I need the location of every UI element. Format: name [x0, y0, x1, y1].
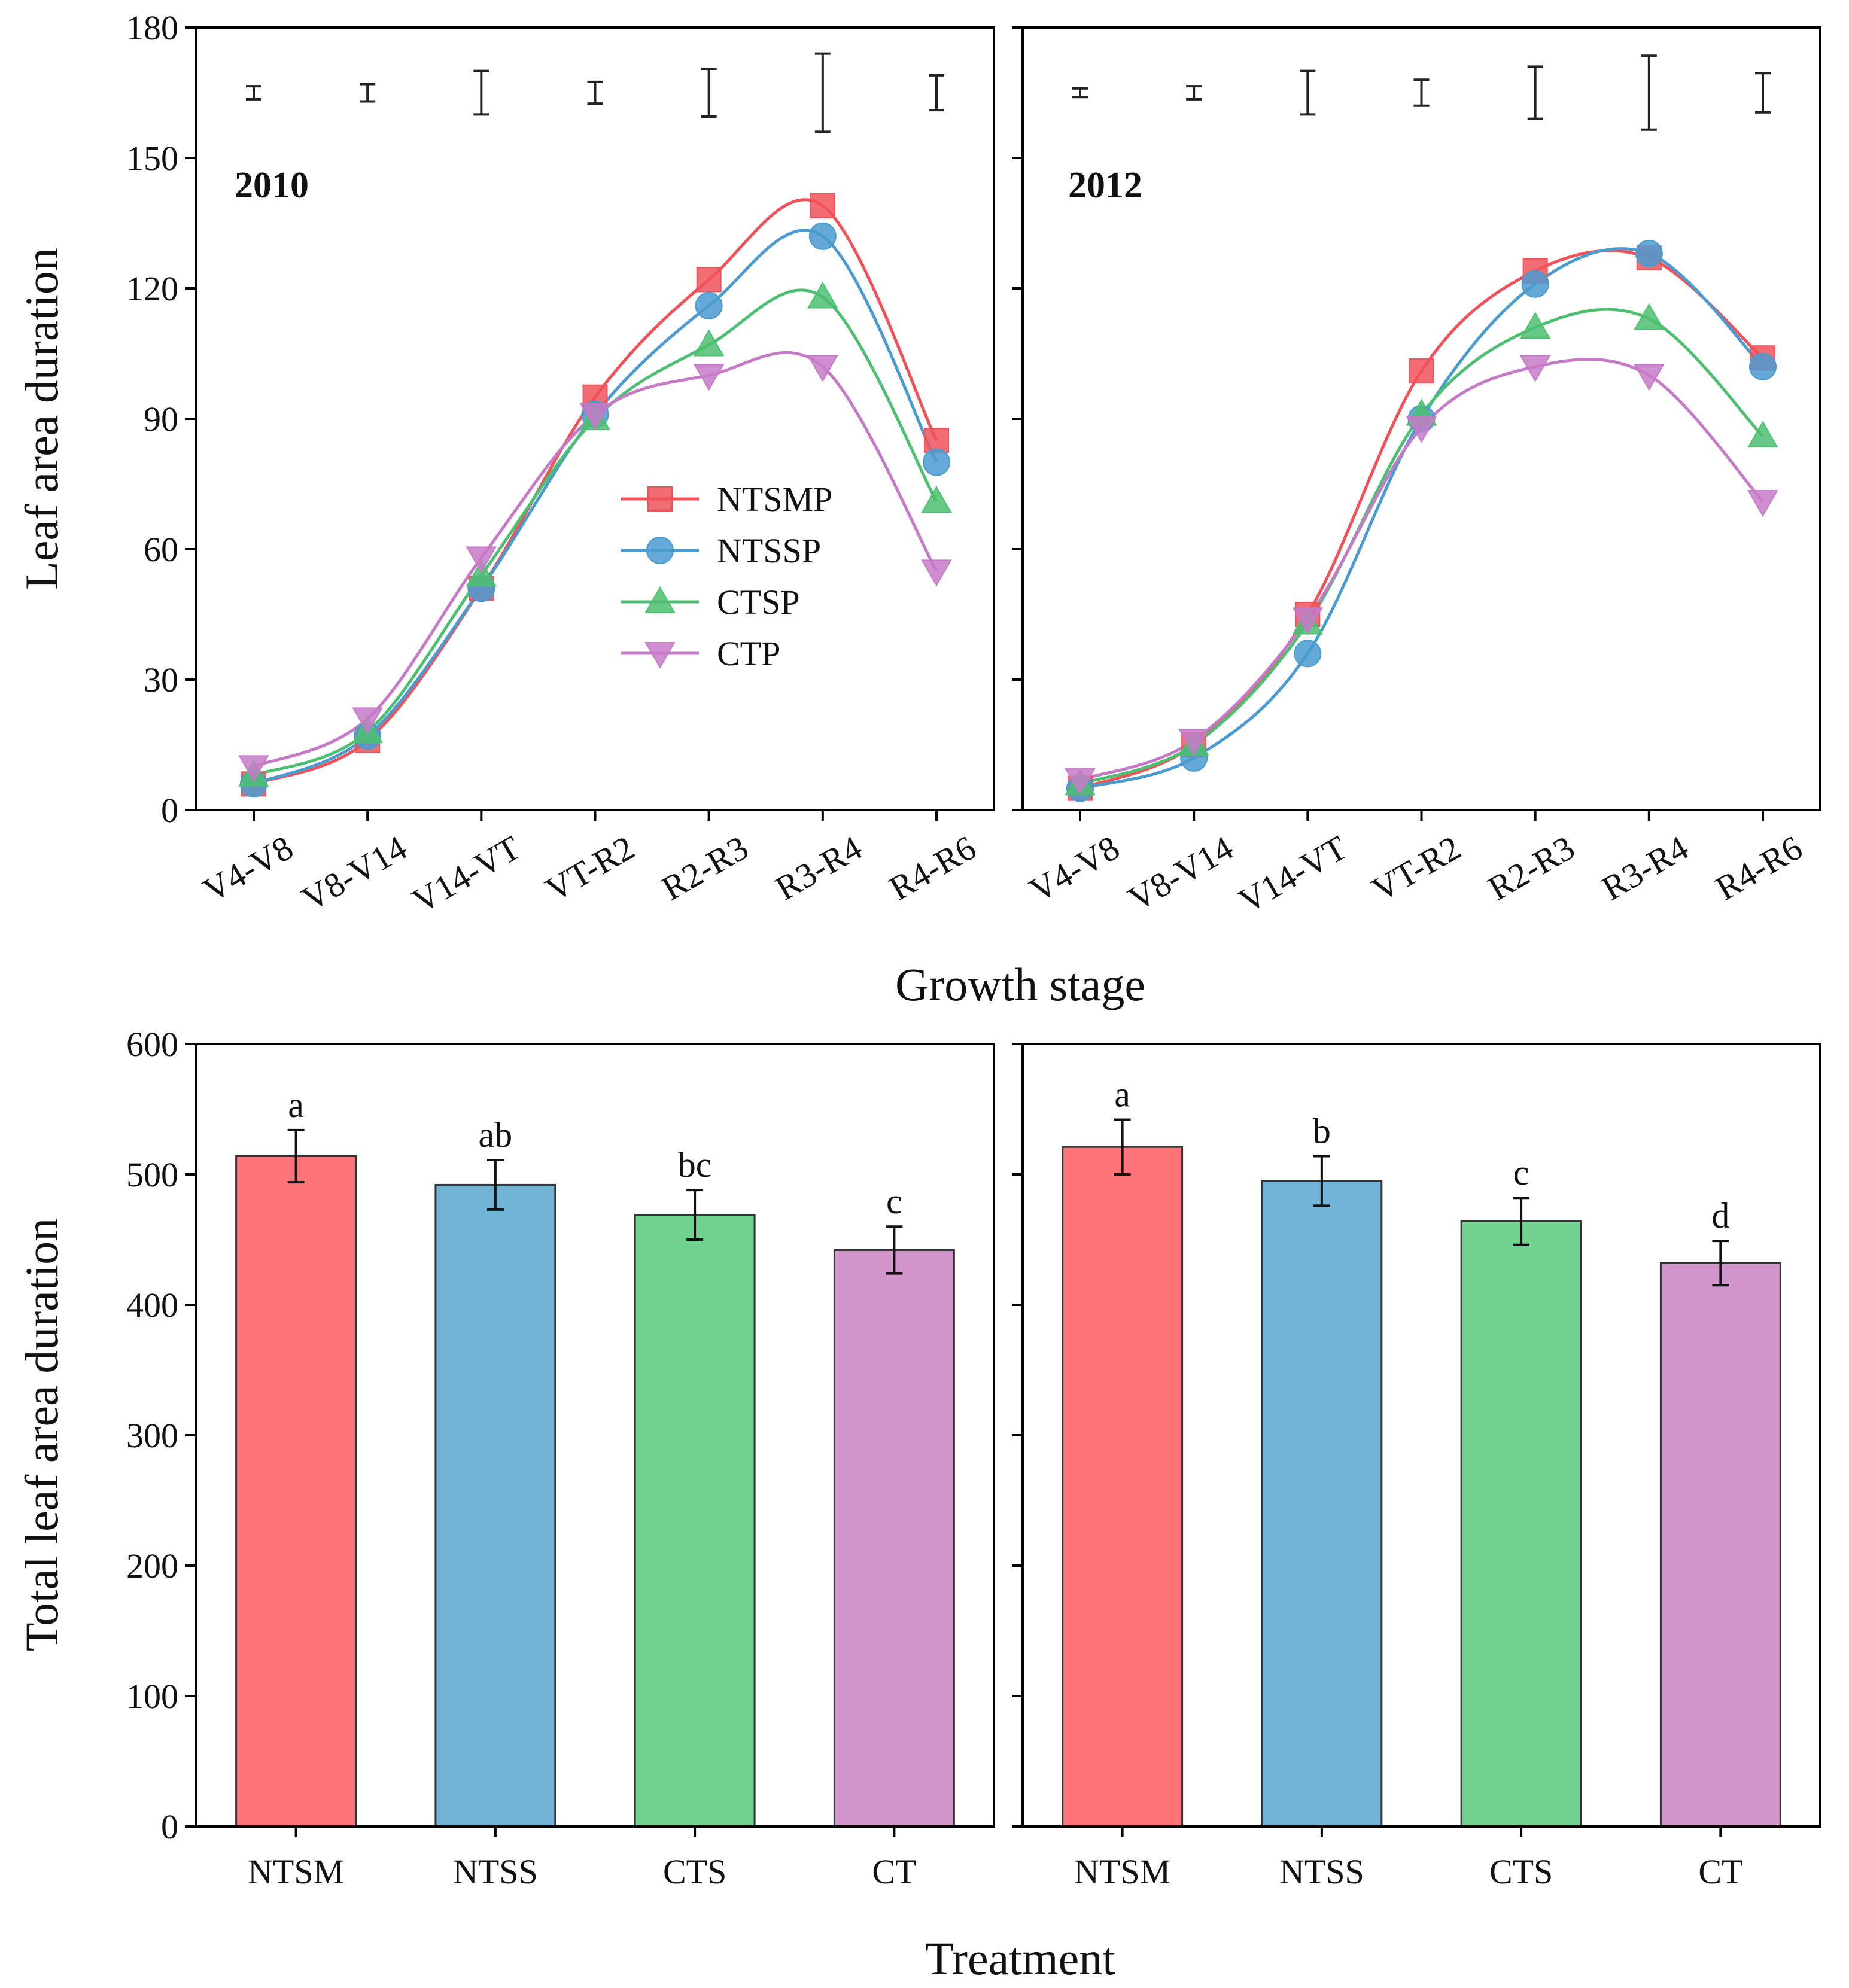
point-ntssp-v14-vt — [1294, 640, 1322, 668]
y-axis-title-total-leaf-area-duration: Total leaf area duration — [16, 1218, 68, 1651]
x-tick-label-ct: CT — [872, 1852, 916, 1891]
plot-frame-2010 — [195, 26, 995, 811]
point-ntsmp-r2-r3 — [696, 267, 722, 293]
point-ctp-r3-r4 — [1634, 364, 1665, 391]
y-tick-label-tlad2010: 300 — [126, 1416, 178, 1455]
panel-total-leaf-area-duration-2012: a b c d NTSM NTSS CTS CT — [1012, 1043, 1821, 1891]
significance-letter-ntsm: a — [288, 1085, 304, 1125]
x-tick-label-cts: CTS — [1489, 1852, 1553, 1891]
point-ctp-r2-r3 — [693, 364, 725, 391]
x-tick-label-ntsm: NTSM — [1074, 1852, 1170, 1891]
point-ctp-vt-r2 — [579, 403, 611, 430]
panel-year-label-2012: 2012 — [1068, 165, 1142, 206]
bar-ntss — [434, 1183, 556, 1828]
point-ntssp-r2-r3 — [1521, 270, 1549, 298]
point-ctsp-r4-r6 — [1747, 421, 1778, 448]
point-ctp-r3-r4 — [807, 355, 838, 382]
legend-label-ntsmp: NTSMP — [717, 480, 832, 519]
point-ctsp-r2-r3 — [1519, 312, 1551, 339]
y-tick-label-tlad2010: 500 — [126, 1155, 178, 1194]
bar-cts — [634, 1214, 756, 1828]
point-ntssp-r3-r4 — [808, 222, 837, 250]
y-tick-label-lad2010: 90 — [144, 400, 178, 439]
bar-ct — [833, 1249, 955, 1828]
significance-letter-ct: c — [886, 1182, 902, 1221]
legend-marker-ctp — [644, 642, 676, 669]
y-tick-label-lad2010: 120 — [126, 269, 178, 308]
legend-label-ctp: CTP — [717, 634, 780, 673]
y-tick-label-tlad2010: 100 — [126, 1677, 178, 1716]
bar-ntsm — [1062, 1146, 1184, 1828]
point-ctsp-v14-vt — [466, 559, 497, 587]
significance-letter-ntss: b — [1313, 1111, 1331, 1150]
x-tick-label-ntss: NTSS — [1279, 1852, 1364, 1891]
point-ntsmp-r3-r4 — [810, 193, 835, 218]
x-tick-label-ntss: NTSS — [453, 1852, 538, 1891]
legend-marker-ntsmp — [647, 486, 673, 512]
legend-label-ctsp: CTSP — [717, 583, 800, 622]
bar-ct — [1659, 1262, 1781, 1828]
point-ctp-r2-r3 — [1519, 355, 1551, 382]
point-ctp-v4-v8 — [238, 755, 269, 783]
legend-marker-ctsp — [644, 586, 676, 613]
point-ctsp-r4-r6 — [921, 486, 952, 513]
legend-label-ntssp: NTSSP — [717, 531, 821, 570]
point-ctp-r4-r6 — [1747, 490, 1778, 517]
y-axis-title-leaf-area-duration: Leaf area duration — [16, 248, 68, 590]
x-axis-title-treatment: Treatment — [925, 1932, 1115, 1984]
point-ctp-v14-vt — [1292, 607, 1324, 635]
x-tick-label-cts: CTS — [663, 1852, 726, 1891]
y-tick-label-lad2010: 150 — [126, 139, 178, 178]
x-tick-label-ntsm: NTSM — [248, 1852, 344, 1891]
bar-cts — [1460, 1220, 1582, 1828]
bar-ntss — [1261, 1180, 1383, 1828]
panel-total-leaf-area-duration-2010: a ab bc c 0 100 200 300 400 500 600 NTSM NTSS CTS CT — [126, 1025, 995, 1891]
x-axis-title-growth-stage: Growth stage — [895, 958, 1145, 1010]
y-tick-label-tlad2010: 600 — [126, 1025, 178, 1064]
panel-year-label-2010: 2010 — [235, 165, 309, 206]
legend-marker-ntssp — [646, 537, 674, 564]
point-ntssp-r4-r6 — [1749, 352, 1777, 380]
y-tick-label-lad2010: 180 — [126, 8, 178, 47]
point-ctp-v14-vt — [466, 546, 497, 574]
y-tick-label-lad2010: 60 — [144, 530, 178, 569]
bar-ntsm — [235, 1155, 357, 1828]
point-ntssp-r3-r4 — [1635, 239, 1663, 267]
y-tick-label-tlad2010: 200 — [126, 1546, 178, 1585]
point-ntssp-r4-r6 — [923, 448, 950, 476]
point-ctsp-r3-r4 — [1634, 303, 1665, 330]
y-tick-label-lad2010: 0 — [161, 791, 178, 830]
point-ctp-r4-r6 — [921, 559, 952, 587]
y-tick-label-lad2010: 30 — [144, 660, 178, 699]
significance-letter-ntsm: a — [1114, 1074, 1130, 1114]
plot-frame-2012 — [1021, 26, 1821, 811]
significance-letter-ntss: ab — [479, 1115, 513, 1155]
significance-letter-cts: bc — [678, 1145, 712, 1185]
y-tick-label-tlad2010: 400 — [126, 1286, 178, 1325]
point-ctp-v8-v14 — [352, 707, 383, 735]
point-ctp-v4-v8 — [1065, 768, 1096, 796]
point-ctp-v8-v14 — [1178, 729, 1209, 756]
plot-frame-bar-2010 — [195, 1043, 995, 1828]
significance-letter-cts: c — [1513, 1153, 1529, 1192]
point-ntsmp-vt-r2 — [1409, 358, 1434, 384]
point-ctp-vt-r2 — [1406, 416, 1437, 443]
y-tick-label-tlad2010: 0 — [161, 1807, 178, 1846]
point-ctsp-r2-r3 — [693, 329, 725, 357]
point-ntssp-r2-r3 — [695, 292, 723, 320]
significance-letter-ct: d — [1711, 1196, 1729, 1235]
plot-frame-bar-2012 — [1021, 1043, 1821, 1828]
x-tick-label-ct: CT — [1698, 1852, 1742, 1891]
point-ctsp-r3-r4 — [807, 281, 838, 309]
